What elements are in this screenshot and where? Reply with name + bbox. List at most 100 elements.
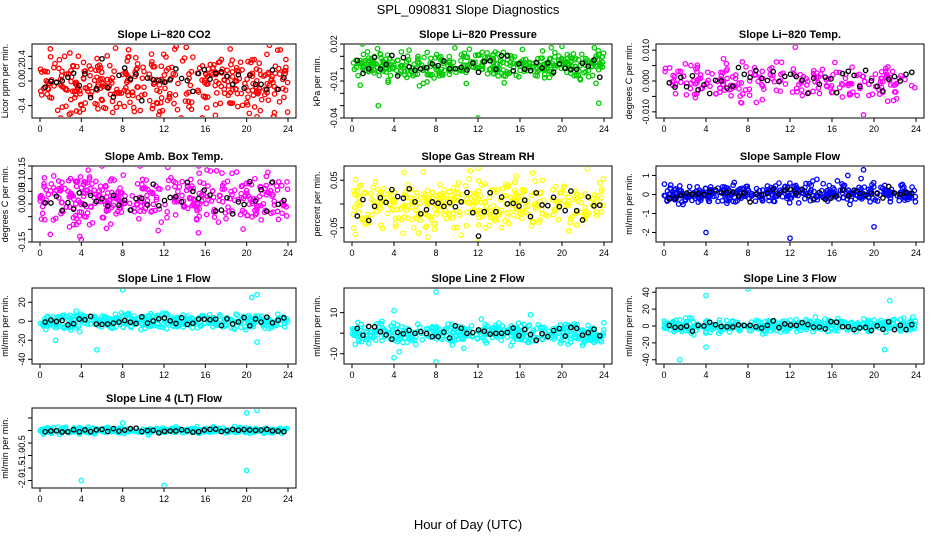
y-axis-label: degrees C per min. (624, 43, 634, 120)
data-point (419, 337, 426, 343)
data-point (279, 210, 285, 217)
data-point (210, 64, 216, 71)
data-point (905, 194, 912, 201)
data-point (202, 93, 209, 100)
data-point (65, 188, 71, 195)
data-point (226, 195, 233, 202)
data-point (747, 69, 754, 76)
data-point (403, 58, 410, 65)
reference-point (190, 429, 196, 435)
reference-point (753, 323, 759, 330)
data-point (478, 316, 485, 322)
reference-point (666, 79, 673, 86)
data-point (821, 195, 827, 201)
data-point (584, 167, 591, 172)
reference-point (110, 94, 117, 100)
data-point (450, 224, 457, 231)
data-point (38, 216, 45, 222)
reference-point (53, 427, 60, 434)
data-point (539, 211, 546, 217)
reference-point (281, 428, 287, 435)
x-tick-label: 8 (433, 370, 438, 380)
data-point (537, 324, 544, 330)
data-point (897, 316, 904, 323)
data-point (680, 201, 686, 208)
y-tick-label: 20 (641, 304, 651, 314)
data-point (381, 185, 387, 192)
outlier-point (254, 291, 260, 298)
reference-point (845, 193, 852, 199)
data-point (436, 197, 442, 204)
x-tick-label: 16 (827, 124, 837, 134)
data-point (219, 170, 225, 176)
data-point (398, 48, 405, 55)
reference-point (724, 323, 730, 330)
data-point (97, 64, 104, 71)
data-point (691, 91, 698, 98)
data-point (73, 88, 80, 94)
data-point (97, 76, 103, 82)
data-point (911, 325, 918, 331)
data-point (845, 321, 852, 328)
data-point (253, 204, 260, 211)
data-point (661, 325, 668, 331)
data-point (224, 178, 231, 185)
reference-point (787, 186, 794, 193)
data-point (154, 87, 160, 94)
x-tick-label: 4 (79, 370, 84, 380)
data-point (595, 47, 602, 54)
data-point (189, 325, 196, 331)
data-point (39, 210, 46, 217)
reference-point (195, 195, 202, 202)
reference-point (173, 428, 179, 434)
data-point (227, 46, 234, 52)
reference-point (880, 195, 886, 201)
reference-point (573, 207, 580, 214)
reference-point (99, 55, 105, 62)
reference-point (429, 61, 436, 67)
data-point (871, 317, 877, 323)
reference-point (400, 54, 407, 61)
reference-point (833, 89, 840, 96)
data-point (41, 316, 48, 322)
reference-point (446, 335, 453, 341)
data-point (365, 55, 372, 61)
reference-point (412, 330, 418, 337)
data-point (356, 338, 363, 345)
data-point (466, 176, 473, 182)
reference-point (672, 84, 678, 90)
data-point (392, 221, 399, 228)
y-tick-label: -40 (17, 353, 27, 366)
data-point (416, 83, 423, 89)
data-point (248, 59, 254, 66)
data-point (738, 80, 745, 86)
data-point (37, 88, 44, 95)
data-point (284, 186, 291, 193)
data-point (172, 212, 179, 218)
panel-3: Slope Li−820 Temp. degrees C per min. 0 4 8 1… (624, 29, 925, 134)
data-point (107, 221, 114, 227)
data-point (378, 55, 384, 61)
data-point (729, 74, 736, 80)
reference-point (412, 67, 418, 74)
data-point (564, 51, 571, 58)
reference-point (263, 86, 270, 93)
reference-point (155, 202, 162, 209)
reference-point (539, 65, 545, 71)
data-point (536, 219, 542, 225)
reference-point (764, 322, 771, 329)
data-point (377, 222, 384, 228)
x-tick-label: 20 (242, 248, 252, 258)
data-point (179, 192, 185, 199)
reference-point (201, 187, 208, 193)
reference-point (218, 68, 225, 75)
data-point (57, 188, 64, 194)
x-tick-label: 0 (661, 370, 666, 380)
data-point (197, 179, 203, 185)
data-point (436, 72, 443, 79)
data-point (48, 181, 55, 187)
data-point (545, 328, 552, 335)
data-point (98, 96, 105, 103)
data-point (796, 81, 802, 88)
reference-point (87, 94, 94, 101)
